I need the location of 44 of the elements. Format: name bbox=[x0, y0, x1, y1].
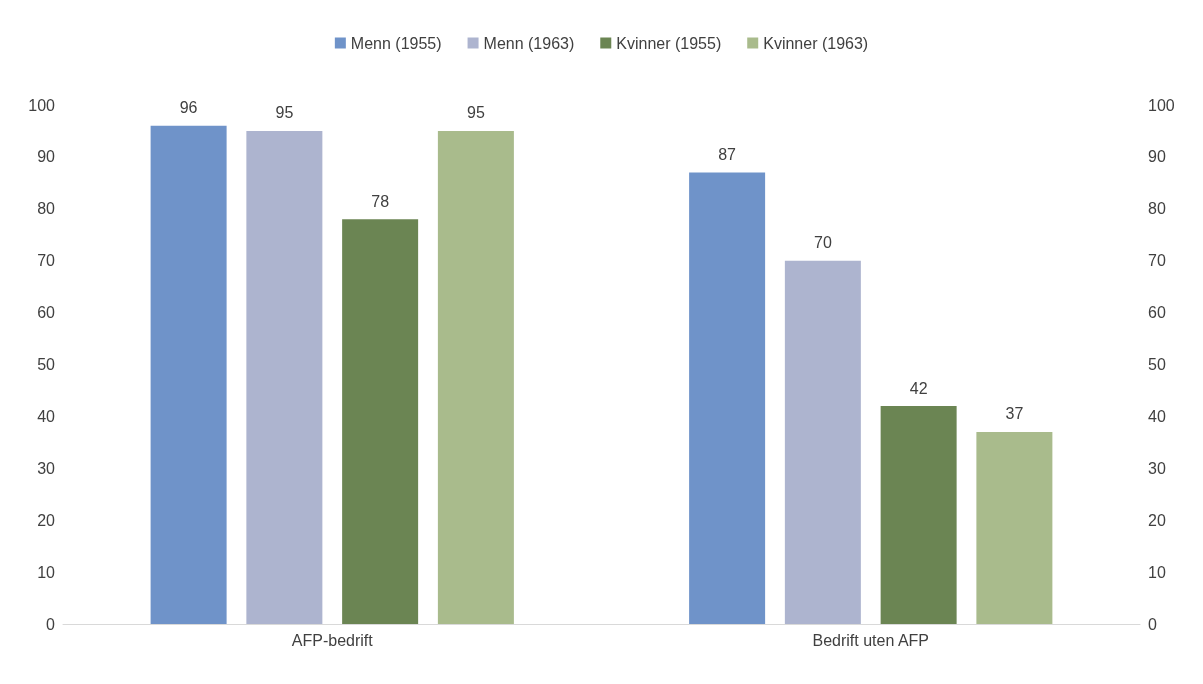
y-tick-label: 20 bbox=[37, 511, 56, 529]
y2-tick-label: 100 bbox=[1148, 96, 1175, 114]
data-label: 42 bbox=[909, 379, 928, 397]
y-tick-label: 30 bbox=[37, 459, 56, 477]
legend-label: Menn (1955) bbox=[350, 34, 442, 52]
y2-tick-label: 60 bbox=[1148, 304, 1166, 322]
y-tick-label: 80 bbox=[37, 200, 56, 218]
bar bbox=[976, 431, 1053, 624]
data-label: 37 bbox=[1005, 405, 1024, 423]
bar bbox=[784, 260, 861, 624]
y2-tick-label: 90 bbox=[1148, 148, 1166, 166]
data-label: 70 bbox=[813, 234, 832, 252]
y2-tick-label: 30 bbox=[1148, 459, 1166, 477]
y2-tick-label: 10 bbox=[1148, 563, 1166, 581]
bar bbox=[150, 125, 227, 624]
y-tick-label: 60 bbox=[37, 304, 56, 322]
bar bbox=[880, 406, 957, 624]
y2-tick-label: 50 bbox=[1148, 356, 1166, 373]
legend-label: Menn (1963) bbox=[483, 34, 575, 52]
data-label: 95 bbox=[275, 104, 294, 122]
bar bbox=[246, 130, 323, 624]
y2-tick-label: 70 bbox=[1148, 252, 1166, 270]
legend-label: Kvinner (1955) bbox=[616, 34, 722, 52]
bar bbox=[342, 219, 419, 624]
y-tick-label: 90 bbox=[37, 148, 56, 166]
data-label: 96 bbox=[179, 99, 198, 117]
x-tick-label: AFP-bedrift bbox=[291, 631, 374, 649]
y2-tick-label: 80 bbox=[1148, 200, 1166, 218]
data-label: 95 bbox=[466, 104, 485, 122]
y-tick-label: 100 bbox=[28, 96, 56, 114]
y-tick-label: 40 bbox=[37, 407, 56, 425]
bar bbox=[437, 130, 514, 624]
data-label: 87 bbox=[718, 145, 737, 163]
y2-tick-label: 40 bbox=[1148, 407, 1166, 425]
x-tick-label: Bedrift uten AFP bbox=[812, 631, 930, 649]
y-tick-label: 50 bbox=[37, 356, 56, 373]
y2-tick-label: 20 bbox=[1148, 511, 1166, 529]
legend-label: Kvinner (1963) bbox=[763, 34, 869, 52]
data-label: 78 bbox=[371, 192, 390, 210]
y2-tick-label: 0 bbox=[1148, 615, 1157, 633]
y-tick-label: 0 bbox=[46, 615, 56, 633]
y-tick-label: 10 bbox=[37, 563, 56, 581]
y-tick-label: 70 bbox=[37, 252, 56, 270]
bar bbox=[689, 172, 766, 624]
